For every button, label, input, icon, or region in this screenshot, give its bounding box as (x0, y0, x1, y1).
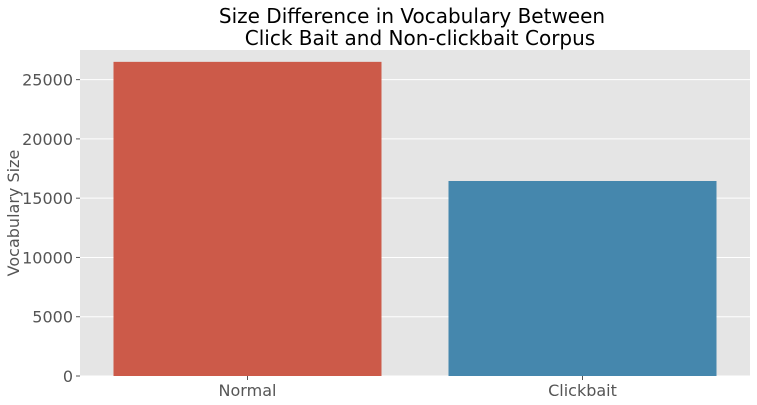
y-tick-label-2: 10000 (22, 248, 73, 267)
x-tick-labels: Normal Clickbait (219, 376, 617, 400)
y-tick-labels: 0 5000 10000 15000 20000 25000 (22, 71, 80, 386)
x-tick-label-normal: Normal (219, 381, 277, 400)
y-axis-label: Vocabulary Size (4, 150, 23, 277)
chart-title-line-2: Click Bait and Non-clickbait Corpus (245, 26, 595, 50)
y-tick-label-3: 15000 (22, 189, 73, 208)
x-tick-label-clickbait: Clickbait (548, 381, 617, 400)
bar-clickbait (448, 180, 717, 376)
bars (113, 61, 717, 376)
chart-title-line-1: Size Difference in Vocabulary Between (219, 4, 605, 28)
y-tick-label-1: 5000 (32, 308, 73, 327)
y-tick-label-0: 0 (63, 367, 73, 386)
y-tick-label-4: 20000 (22, 130, 73, 149)
y-tick-label-5: 25000 (22, 71, 73, 90)
bar-normal (113, 61, 382, 376)
